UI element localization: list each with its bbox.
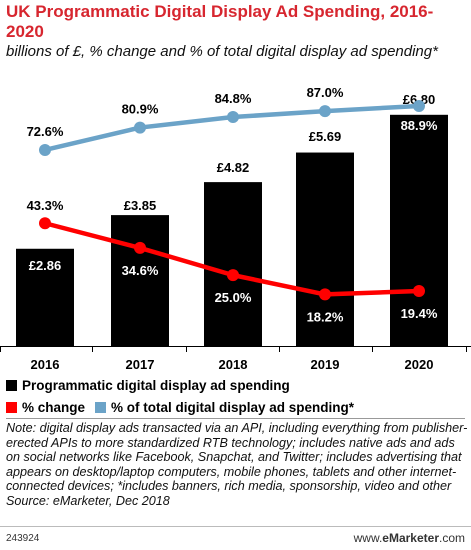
bar-label-2018: £4.82	[217, 160, 250, 175]
legend-row-1: Programmatic digital display ad spending	[6, 376, 300, 394]
x-tick-label-2020: 2020	[405, 357, 434, 372]
legend-item-bars: Programmatic digital display ad spending	[6, 378, 290, 393]
x-tick-label-2018: 2018	[219, 357, 248, 372]
bar-label-2016: £2.86	[29, 258, 62, 273]
change-point-2017	[134, 241, 146, 254]
brand-link[interactable]: www.eMarketer.com	[354, 531, 465, 545]
chart-title: UK Programmatic Digital Display Ad Spend…	[6, 2, 434, 41]
legend-label-share: % of total digital display ad spending*	[111, 399, 355, 415]
change-point-2020	[413, 285, 425, 298]
change-label-2020: 19.4%	[401, 306, 438, 321]
legend-swatch-share	[95, 401, 107, 413]
chart-plot: 2016 2017 2018 2019 2020 £2.86 £3.85 £4.82 £5.69…	[0, 85, 471, 372]
share-point-2016	[39, 143, 51, 156]
change-label-2017: 34.6%	[122, 263, 159, 278]
share-point-2020	[413, 99, 425, 112]
bar-label-2019: £5.69	[309, 129, 342, 144]
brand-suffix: .com	[438, 531, 465, 545]
bar-2019	[296, 152, 354, 346]
x-tick-label-2019: 2019	[311, 357, 340, 372]
legend-swatch-bars	[6, 379, 17, 391]
footer-divider	[0, 526, 471, 527]
bar-label-2020: £6.80	[403, 92, 436, 107]
legend-item-change: % change	[6, 400, 85, 415]
note-divider	[6, 418, 465, 419]
bar-2020	[390, 114, 448, 346]
share-label-2019: 87.0%	[307, 85, 344, 100]
chart-notes: Note: digital display ads transacted via…	[6, 421, 468, 509]
share-label-2020: 88.9%	[401, 118, 438, 133]
share-label-2016: 72.6%	[27, 124, 64, 139]
legend-label-bars: Programmatic digital display ad spending	[22, 377, 290, 393]
share-point-2017	[134, 121, 146, 134]
brand-prefix: www.	[353, 531, 383, 545]
chart-id: 243924	[6, 533, 40, 544]
note-text: Note: digital display ads transacted via…	[6, 421, 468, 494]
bar-label-2017: £3.85	[124, 198, 157, 213]
share-point-2018	[227, 111, 239, 124]
bar-2018	[204, 182, 262, 346]
change-label-2018: 25.0%	[215, 290, 252, 305]
change-point-2019	[319, 288, 331, 301]
bar-2017	[111, 215, 169, 346]
legend-item-share: % of total digital display ad spending*	[95, 400, 354, 415]
legend-row-2: % change % of total digital display ad s…	[6, 398, 364, 416]
bar-2016	[16, 248, 74, 346]
brand-name: eMarketer	[382, 531, 439, 545]
share-point-2019	[319, 105, 331, 118]
legend-swatch-change	[6, 401, 17, 413]
change-label-2016: 43.3%	[27, 198, 64, 213]
change-point-2018	[227, 269, 239, 282]
x-tick-label-2016: 2016	[31, 357, 60, 372]
change-label-2019: 18.2%	[307, 309, 344, 324]
x-tick-label-2017: 2017	[126, 357, 155, 372]
share-label-2017: 80.9%	[122, 102, 159, 117]
legend-label-change: % change	[22, 399, 86, 415]
source-text: Source: eMarketer, Dec 2018	[6, 493, 170, 508]
share-label-2018: 84.8%	[215, 91, 252, 106]
chart-subtitle: billions of £, % change and % of total d…	[6, 43, 438, 60]
change-point-2016	[39, 217, 51, 230]
